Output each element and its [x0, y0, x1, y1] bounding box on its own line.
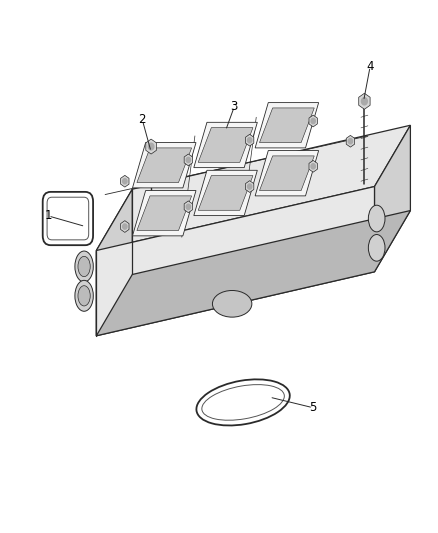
Text: 5: 5 [310, 401, 317, 414]
Polygon shape [137, 196, 192, 230]
Circle shape [348, 139, 353, 144]
Circle shape [247, 184, 252, 189]
Text: 4: 4 [366, 60, 374, 73]
Text: 2: 2 [138, 114, 146, 126]
Ellipse shape [368, 235, 385, 261]
Polygon shape [132, 191, 196, 236]
Ellipse shape [368, 205, 385, 232]
Circle shape [311, 118, 315, 124]
Polygon shape [96, 125, 410, 251]
Polygon shape [137, 148, 192, 182]
Polygon shape [309, 115, 318, 127]
Polygon shape [359, 93, 370, 109]
Polygon shape [346, 135, 355, 147]
Ellipse shape [78, 256, 90, 277]
Circle shape [311, 164, 315, 169]
Polygon shape [184, 201, 193, 213]
Polygon shape [96, 187, 374, 336]
Polygon shape [198, 176, 253, 210]
Text: 3: 3 [231, 100, 238, 113]
Circle shape [186, 157, 191, 163]
Ellipse shape [212, 290, 252, 317]
Text: 1: 1 [44, 209, 52, 222]
Polygon shape [120, 175, 129, 187]
Circle shape [361, 98, 367, 105]
Circle shape [123, 224, 127, 229]
Polygon shape [184, 154, 193, 166]
Circle shape [247, 138, 252, 143]
Ellipse shape [75, 280, 93, 311]
Polygon shape [198, 128, 253, 162]
Circle shape [123, 179, 127, 184]
Circle shape [186, 204, 191, 209]
Polygon shape [245, 181, 254, 192]
Polygon shape [255, 102, 319, 148]
Polygon shape [309, 160, 318, 172]
Polygon shape [245, 134, 254, 146]
Polygon shape [194, 123, 257, 167]
Polygon shape [194, 171, 257, 215]
Polygon shape [96, 189, 132, 336]
Polygon shape [255, 150, 319, 196]
Ellipse shape [78, 286, 90, 306]
Polygon shape [374, 125, 410, 272]
Circle shape [148, 143, 154, 150]
Polygon shape [120, 221, 129, 232]
Polygon shape [96, 211, 410, 336]
Polygon shape [132, 143, 196, 188]
Ellipse shape [75, 251, 93, 282]
Polygon shape [146, 139, 156, 154]
Polygon shape [259, 156, 314, 190]
Polygon shape [259, 108, 314, 142]
